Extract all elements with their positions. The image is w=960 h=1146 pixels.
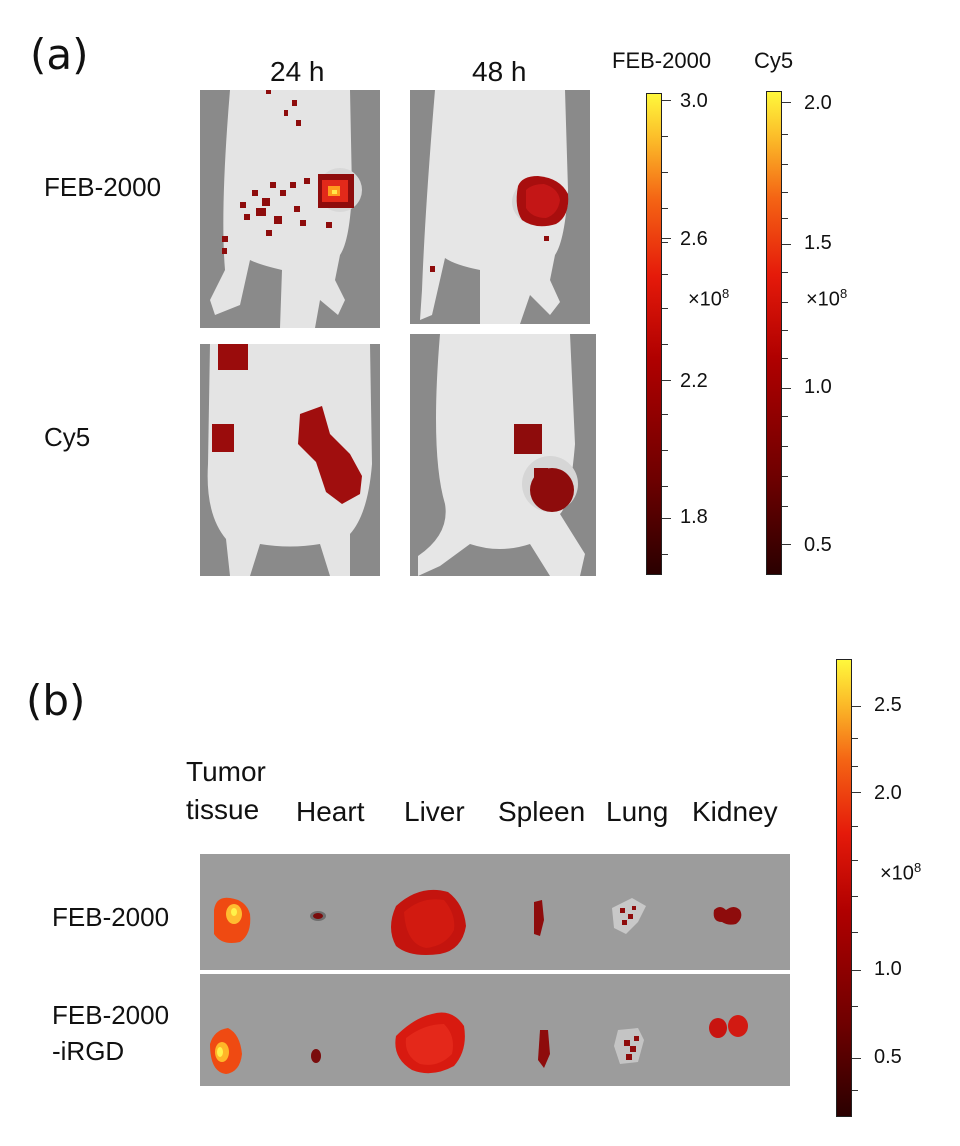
colorbar-feb2000-tick: 2.6 [680, 228, 708, 250]
colorbar-feb2000 [646, 93, 671, 575]
colorbar-title-cy5: Cy5 [754, 48, 794, 73]
row-divider [200, 970, 790, 974]
panel-a-letter: (a) [30, 30, 89, 79]
colorbar-feb2000-tick: 1.8 [680, 506, 708, 528]
colorbar-cy5-tick: 0.5 [804, 534, 832, 556]
mouse-image-feb2000-24h [200, 90, 380, 328]
colorbar-b-tick: 1.0 [874, 958, 902, 980]
organ-label-heart: Heart [296, 796, 365, 827]
mouse-image-cy5-48h [410, 334, 596, 576]
colorbar-feb2000-multiplier: ×108 [688, 286, 730, 311]
colorbar-title-feb2000: FEB-2000 [612, 48, 712, 73]
organ-label-tumor-line2: tissue [186, 794, 260, 825]
colorbar-cy5-tick: 2.0 [804, 92, 832, 114]
organ-tissues [200, 974, 790, 1086]
organ-label-tumor-line1: Tumor [186, 756, 266, 787]
colorbar-b-multiplier: ×108 [880, 860, 922, 885]
colorbar-cy5 [766, 91, 791, 575]
colorbar-cy5-tick: 1.0 [804, 376, 832, 398]
colorbar-b-tick: 2.5 [874, 694, 902, 716]
row-label-feb2000-irgd-line1: FEB-2000 [52, 1000, 170, 1030]
colorbar-feb2000-tick: 3.0 [680, 90, 708, 112]
colorbar-cy5-multiplier: ×108 [806, 286, 848, 311]
colorbar-b-tick: 0.5 [874, 1046, 902, 1068]
row-label-feb2000: FEB-2000 [44, 172, 162, 202]
organ-image-feb2000 [200, 854, 790, 970]
colorbar-b-tick: 2.0 [874, 782, 902, 804]
organ-label-lung: Lung [606, 796, 669, 827]
mouse-image-feb2000-48h [410, 90, 590, 324]
mouse-body [200, 90, 380, 328]
column-label-48h: 48 h [472, 56, 527, 87]
panel-b-letter: (b) [26, 676, 86, 725]
colorbar-b [836, 659, 861, 1117]
column-label-24h: 24 h [270, 56, 325, 87]
organ-label-kidney: Kidney [692, 796, 778, 827]
colorbar-feb2000-tick: 2.2 [680, 370, 708, 392]
mouse-body [410, 334, 596, 576]
organ-label-liver: Liver [404, 796, 465, 827]
mouse-image-cy5-24h [200, 344, 380, 576]
organ-label-spleen: Spleen [498, 796, 586, 827]
organ-image-feb2000-irgd [200, 974, 790, 1086]
row-label-cy5: Cy5 [44, 422, 91, 452]
colorbar-cy5-tick: 1.5 [804, 232, 832, 254]
row-label-feb2000-b: FEB-2000 [52, 902, 170, 932]
mouse-body [200, 344, 380, 576]
organ-tissues [200, 854, 790, 970]
row-label-feb2000-irgd-line2: -iRGD [52, 1036, 125, 1066]
mouse-body [410, 90, 590, 324]
